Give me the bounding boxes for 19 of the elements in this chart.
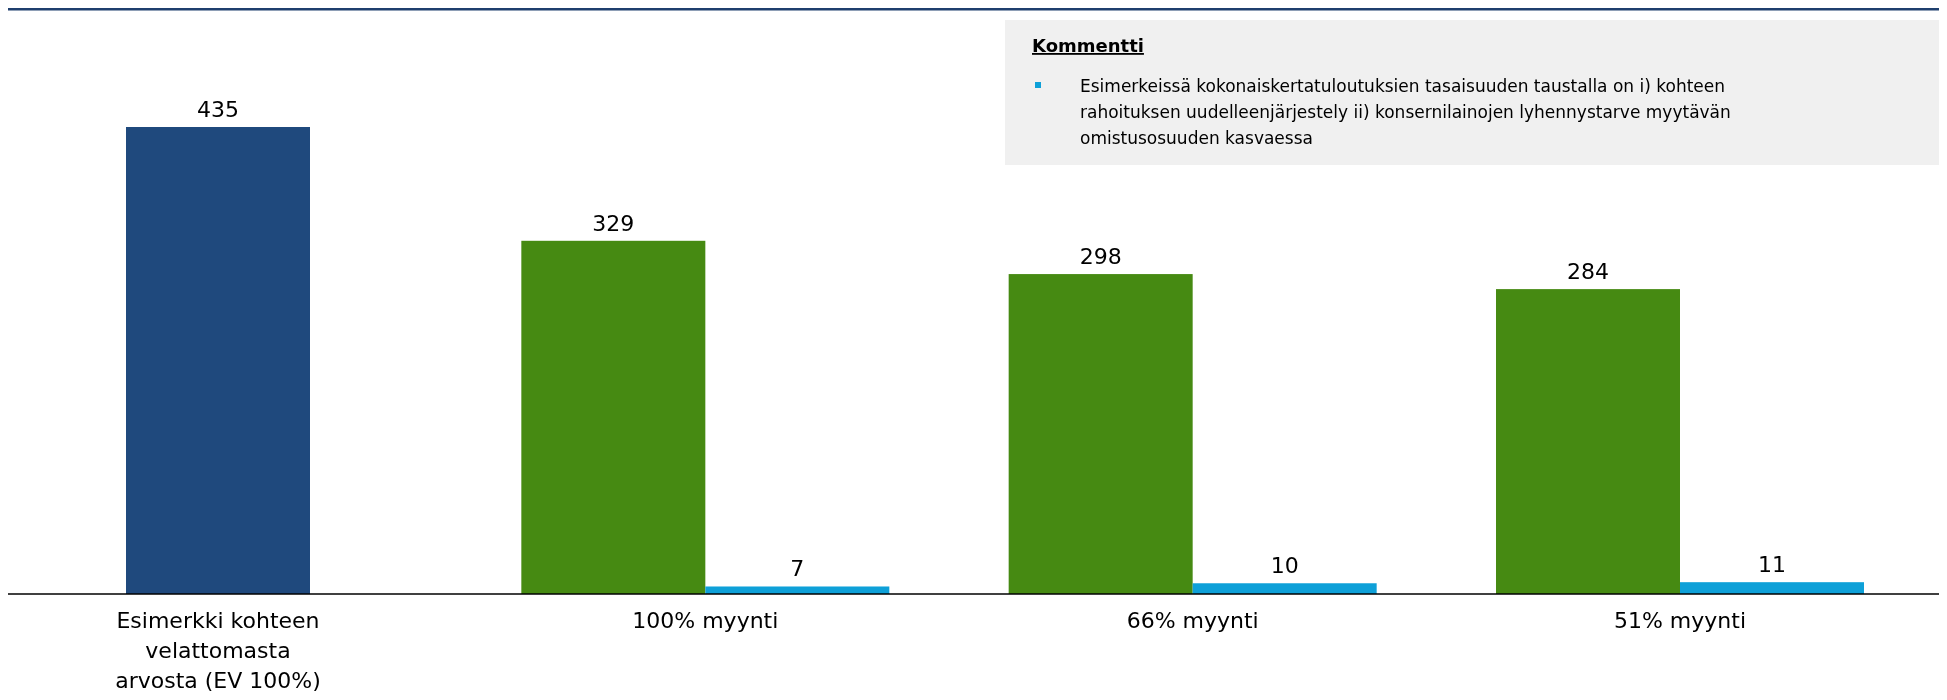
data-label: 10 bbox=[1270, 553, 1299, 579]
x-tick-label: 100% myynti bbox=[632, 608, 779, 633]
bar bbox=[1680, 582, 1864, 594]
x-tick-label: Esimerkki kohteen velattomasta arvosta (EV 100%) bbox=[115, 608, 321, 693]
data-label: 298 bbox=[1079, 244, 1122, 270]
annotation: Esimerkeissä kokonaiskertatuloutuksien tasaisuuden taustalla on i) kohteen rahoituksen uudelleenjärjestely ii) konsernilainojen lyhennystarve myytävän omistusosuuden kasvaessa bbox=[1080, 76, 1731, 148]
data-label: 329 bbox=[592, 210, 635, 236]
data-label: 284 bbox=[1567, 259, 1609, 285]
bar bbox=[1008, 274, 1193, 594]
x-tick-label: 66% myynti bbox=[1126, 608, 1259, 633]
bar bbox=[705, 586, 890, 594]
text: Kommentti bbox=[1032, 35, 1144, 56]
data-label: 11 bbox=[1758, 552, 1786, 578]
bar bbox=[521, 240, 706, 594]
bar bbox=[1192, 583, 1377, 594]
data-label: 7 bbox=[790, 556, 805, 582]
data-label: 435 bbox=[197, 97, 239, 122]
x-tick-label: 51% myynti bbox=[1613, 608, 1747, 633]
bar bbox=[1496, 289, 1680, 594]
